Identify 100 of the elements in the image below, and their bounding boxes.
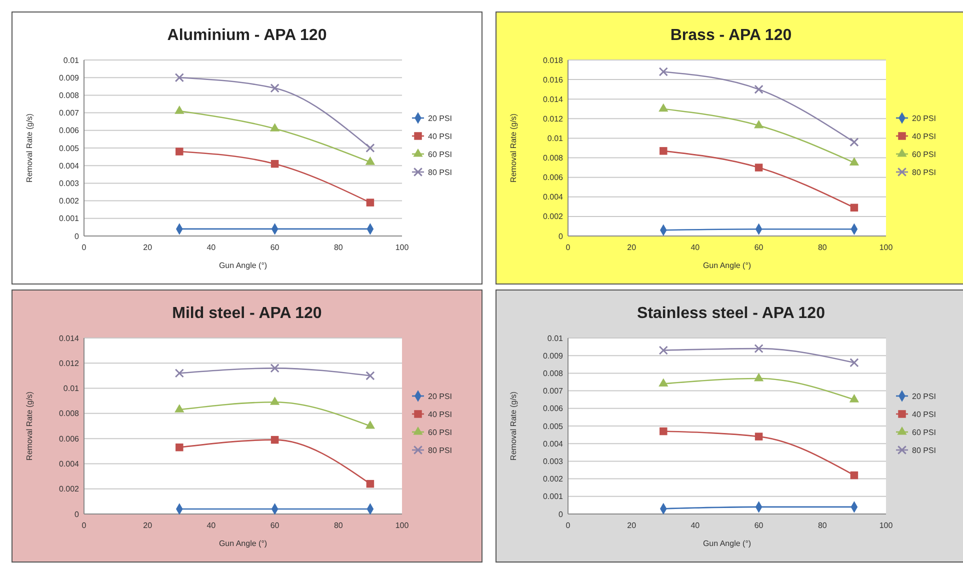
- y-tick-label: 0.008: [58, 409, 80, 418]
- point: [658, 103, 668, 112]
- point: [174, 105, 184, 114]
- y-tick-label: 0.002: [542, 212, 564, 222]
- y-tick-label: 0.002: [542, 474, 564, 484]
- x-tick-label: 80: [818, 243, 828, 252]
- point: [270, 84, 280, 93]
- x-tick-label: 20: [627, 521, 637, 530]
- point: [754, 84, 764, 94]
- y-tick-label: 0.005: [542, 422, 564, 431]
- point: [850, 471, 858, 480]
- x-tick-label: 60: [754, 243, 764, 252]
- y-axis-title: Removal Rate (g/s): [25, 113, 34, 182]
- point: [658, 346, 668, 355]
- x-tick-label: 0: [82, 243, 87, 252]
- x-tick-label: 40: [690, 521, 700, 530]
- x-tick-label: 0: [566, 243, 571, 252]
- point: [174, 73, 184, 82]
- x-tick-label: 20: [627, 243, 637, 252]
- x-axis-title: Gun Angle (°): [702, 539, 752, 548]
- y-tick-label: 0.008: [58, 91, 80, 100]
- point: [850, 204, 858, 212]
- x-tick-label: 20: [143, 243, 153, 252]
- point: [754, 120, 764, 128]
- legend-label: 20 PSI: [428, 114, 452, 123]
- y-tick-label: 0.007: [58, 108, 80, 118]
- y-axis-title: Removal Rate (g/s): [25, 391, 34, 460]
- y-tick-label: 0: [558, 510, 564, 519]
- chart-title: Brass - APA 120: [670, 27, 792, 44]
- y-tick-label: 0.002: [58, 196, 80, 206]
- y-tick-label: 0.018: [542, 56, 564, 65]
- point: [176, 444, 184, 452]
- y-axis-title: Removal Rate (g/s): [509, 113, 518, 182]
- legend-label: 40 PSI: [428, 132, 452, 141]
- x-tick-label: 40: [206, 521, 216, 530]
- point: [176, 148, 184, 156]
- y-axis-title: Removal Rate (g/s): [509, 391, 518, 460]
- y-tick-label: 0.01: [547, 334, 564, 343]
- x-tick-label: 0: [82, 521, 87, 530]
- y-tick-label: 0.008: [542, 369, 564, 378]
- y-tick-label: 0.006: [542, 404, 564, 414]
- point: [365, 420, 376, 429]
- y-tick-label: 0.006: [58, 434, 80, 444]
- y-tick-label: 0.01: [63, 56, 80, 65]
- point: [754, 344, 764, 354]
- point: [366, 480, 374, 488]
- y-tick-label: 0.003: [542, 457, 564, 466]
- point: [270, 396, 280, 405]
- legend-label: 40 PSI: [912, 132, 936, 141]
- point: [660, 427, 668, 436]
- y-tick-label: 0.01: [547, 134, 564, 144]
- x-axis-title: Gun Angle (°): [218, 261, 268, 270]
- point: [849, 157, 860, 166]
- point: [754, 432, 763, 440]
- x-tick-label: 60: [270, 521, 280, 530]
- y-tick-label: 0.014: [58, 334, 80, 343]
- y-tick-label: 0.005: [58, 144, 80, 153]
- x-tick-label: 20: [143, 521, 153, 530]
- point: [365, 156, 376, 165]
- point: [754, 164, 763, 172]
- legend-label: 80 PSI: [428, 446, 452, 455]
- x-tick-label: 100: [879, 521, 894, 530]
- point: [366, 143, 375, 153]
- point: [174, 404, 184, 412]
- legend-label: 20 PSI: [912, 392, 936, 401]
- y-tick-label: 0.006: [542, 173, 564, 182]
- x-tick-label: 80: [334, 243, 344, 252]
- point: [850, 138, 859, 147]
- y-tick-label: 0.004: [542, 439, 564, 448]
- y-tick-label: 0.01: [63, 384, 80, 394]
- x-tick-label: 80: [818, 521, 828, 530]
- point: [366, 371, 375, 380]
- y-tick-label: 0: [74, 232, 80, 241]
- legend-label: 80 PSI: [912, 446, 936, 455]
- y-tick-label: 0.004: [542, 192, 564, 202]
- point: [850, 358, 859, 368]
- y-tick-label: 0.001: [58, 214, 80, 224]
- y-tick-label: 0.009: [58, 73, 80, 82]
- x-tick-label: 60: [270, 243, 280, 252]
- legend-label: 80 PSI: [912, 168, 936, 177]
- point: [270, 436, 279, 444]
- point: [270, 160, 279, 168]
- y-tick-label: 0.008: [542, 154, 564, 163]
- x-axis-title: Gun Angle (°): [218, 539, 268, 548]
- point: [658, 378, 668, 387]
- x-tick-label: 100: [879, 243, 894, 252]
- y-tick-label: 0.004: [58, 460, 80, 469]
- y-tick-label: 0.009: [542, 351, 564, 360]
- legend-label: 60 PSI: [912, 150, 936, 159]
- legend-label: 60 PSI: [428, 428, 452, 437]
- chart-title: Stainless steel - APA 120: [637, 305, 826, 322]
- legend-label: 20 PSI: [428, 392, 452, 401]
- x-tick-label: 80: [334, 521, 344, 530]
- chart-title: Mild steel - APA 120: [172, 305, 322, 322]
- legend-label: 20 PSI: [912, 114, 936, 123]
- x-axis-title: Gun Angle (°): [702, 261, 752, 270]
- y-tick-label: 0.002: [58, 484, 80, 494]
- point: [174, 368, 184, 378]
- legend-label: 60 PSI: [912, 428, 936, 437]
- point: [658, 67, 668, 76]
